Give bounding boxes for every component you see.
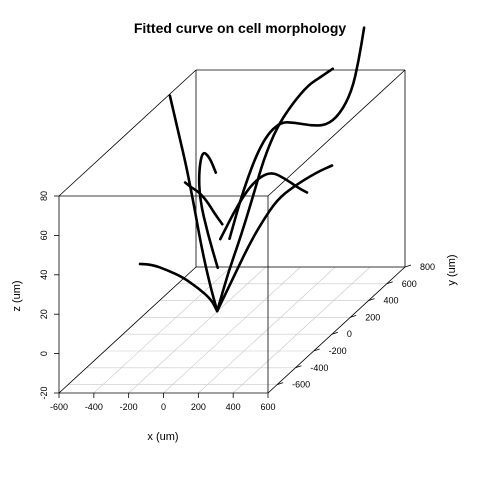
curve-8 xyxy=(183,181,224,226)
y-tick-label: -600 xyxy=(292,380,310,390)
x-axis-label: x (um) xyxy=(147,431,178,443)
z-tick-label: 20 xyxy=(39,309,49,319)
curve-6 xyxy=(228,26,366,241)
x-tick-label: 0 xyxy=(161,402,166,412)
x-tick-label: 600 xyxy=(260,402,275,412)
y-tick-label: -400 xyxy=(310,363,328,373)
box-edge xyxy=(58,69,197,197)
y-tick-label: 400 xyxy=(383,296,398,306)
curve-1 xyxy=(168,94,219,313)
grid-line-x xyxy=(232,266,371,394)
x-tick-label: 200 xyxy=(191,402,206,412)
chart-title: Fitted curve on cell morphology xyxy=(133,20,347,36)
z-tick-label: 80 xyxy=(39,191,49,201)
y-tick-label: 200 xyxy=(365,312,380,322)
y-tick-mark xyxy=(295,365,302,369)
y-axis-label: y (um) xyxy=(446,254,458,285)
x-tick-label: 400 xyxy=(226,402,241,412)
box-edge xyxy=(58,266,197,394)
y-tick-mark xyxy=(368,298,375,301)
box-edge xyxy=(267,69,406,197)
grid-line-x xyxy=(93,266,232,394)
grid-line-x xyxy=(198,266,336,394)
y-tick-label: -200 xyxy=(329,346,347,356)
z-tick-label: 40 xyxy=(39,270,49,280)
curve-3 xyxy=(138,262,219,313)
y-tick-mark xyxy=(277,382,284,385)
x-tick-label: -200 xyxy=(120,402,138,412)
grid-layer xyxy=(58,266,406,394)
y-tick-mark xyxy=(331,331,339,335)
curve-4 xyxy=(215,67,334,313)
y-tick-mark xyxy=(386,281,393,285)
z-tick-label: 0 xyxy=(39,351,49,356)
z-axis-label: z (um) xyxy=(11,280,23,311)
box-edge xyxy=(267,266,406,394)
y-tick-mark xyxy=(313,348,320,352)
y-tick-label: 800 xyxy=(420,262,435,272)
curve-5 xyxy=(197,151,219,270)
z-tick-label: 60 xyxy=(39,230,49,240)
tick-layer: -600 -400 -200 0 200 400 600-600-400-200020040… xyxy=(39,191,435,412)
y-tick-mark xyxy=(350,315,357,318)
y-tick-mark xyxy=(404,264,412,268)
curve-7 xyxy=(219,172,309,241)
y-tick-label: 0 xyxy=(347,329,352,339)
grid-line-x xyxy=(128,266,266,394)
x-tick-label: -600 xyxy=(50,402,68,412)
z-tick-label: -20 xyxy=(39,386,49,399)
x-tick-label: -400 xyxy=(85,402,103,412)
curve-2 xyxy=(215,164,334,313)
grid-line-x xyxy=(163,266,301,394)
y-tick-label: 600 xyxy=(402,279,417,289)
curve-layer xyxy=(138,26,366,313)
